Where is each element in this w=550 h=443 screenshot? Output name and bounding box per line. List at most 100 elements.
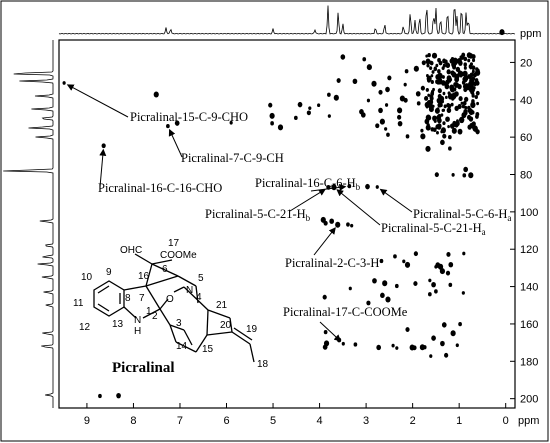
cluster-peak	[465, 83, 468, 88]
cross-peak	[323, 340, 330, 347]
cluster-peak	[463, 62, 467, 67]
annotation-arrow	[310, 183, 347, 192]
svg-text:21: 21	[216, 300, 228, 311]
cross-peak	[451, 173, 455, 177]
cross-peak	[360, 112, 366, 118]
cluster-peak	[425, 87, 429, 92]
cross-peak	[386, 132, 390, 137]
y-tick-label: 60	[520, 132, 532, 144]
cross-peak	[384, 127, 388, 131]
cluster-peak	[460, 101, 464, 105]
cluster-peak	[468, 81, 472, 86]
cross-peak	[229, 120, 233, 125]
cross-peak	[425, 145, 431, 152]
cluster-peak	[440, 113, 444, 117]
bond	[142, 308, 161, 319]
cross-peak	[116, 392, 121, 399]
bond	[169, 324, 177, 343]
svg-text:15: 15	[202, 344, 214, 355]
cluster-peak	[433, 66, 438, 72]
cross-peak	[366, 98, 371, 103]
x-tick-label: 0	[503, 415, 509, 427]
cluster-peak	[468, 116, 474, 122]
cluster-peak	[471, 65, 476, 71]
cross-peak	[372, 278, 377, 284]
x-tick-label: 9	[84, 415, 90, 427]
cluster-peak	[425, 58, 431, 65]
y-tick-label: 160	[520, 319, 538, 331]
cross-peak	[327, 114, 331, 118]
cluster-peak	[426, 123, 430, 127]
cluster-peak	[452, 64, 457, 70]
cross-peak	[378, 89, 383, 95]
svg-text:3: 3	[176, 318, 182, 329]
cross-peak	[350, 223, 354, 228]
cross-peak	[402, 259, 406, 264]
cluster-peak	[476, 101, 480, 106]
svg-text:13: 13	[112, 319, 124, 330]
cross-peak	[442, 133, 447, 139]
cluster-peak	[442, 91, 446, 96]
svg-text:COOMe: COOMe	[160, 250, 197, 261]
cross-peak	[458, 321, 462, 327]
cluster-peak	[437, 88, 442, 94]
y-tick-label: 200	[520, 394, 538, 406]
cluster-peak	[431, 70, 435, 74]
cluster-peak	[443, 59, 448, 64]
cluster-peak	[432, 87, 435, 92]
cluster-peak	[440, 130, 443, 134]
bond	[206, 331, 233, 336]
x-tick-label: 7	[177, 415, 183, 427]
bond	[207, 309, 231, 319]
cluster-peak	[436, 80, 441, 85]
cross-peak	[399, 95, 405, 102]
cluster-peak	[457, 83, 462, 90]
cross-peak	[446, 252, 451, 257]
cross-peak	[379, 118, 385, 125]
cross-peak	[341, 341, 345, 346]
cluster-peak	[426, 74, 429, 78]
cross-peak	[293, 115, 298, 121]
cluster-peak	[439, 78, 443, 82]
cross-peak	[384, 103, 389, 107]
cross-peak	[455, 343, 459, 348]
cross-peak	[269, 112, 275, 119]
annotation-arrow	[99, 148, 107, 188]
cluster-peak	[462, 100, 467, 106]
cluster-peak	[449, 84, 455, 91]
svg-text:1: 1	[146, 306, 152, 317]
cross-peak	[375, 185, 379, 189]
cross-peak	[413, 251, 418, 257]
cluster-peak	[461, 52, 466, 58]
cross-peak	[327, 92, 331, 97]
cross-peak	[461, 104, 465, 109]
cluster-peak	[470, 101, 476, 109]
bond	[145, 263, 153, 287]
cluster-peak	[446, 103, 451, 108]
cross-peak	[441, 322, 447, 328]
atom-labels: OHC 17 COOMe 16 6 5 10 9 8 7 11 12 13 N …	[73, 238, 269, 370]
cross-peak	[336, 78, 341, 83]
svg-text:20: 20	[220, 320, 232, 331]
bond	[145, 275, 179, 287]
cross-peak	[375, 123, 380, 129]
cross-peak	[421, 60, 426, 66]
cross-peak	[348, 286, 352, 291]
cross-peak	[434, 172, 439, 178]
cross-peak	[347, 183, 352, 189]
svg-text:11: 11	[73, 298, 84, 309]
bond	[151, 259, 173, 265]
y-tick-label: 140	[520, 282, 538, 294]
bond	[169, 324, 185, 331]
cross-peak	[413, 65, 419, 72]
svg-text:2: 2	[152, 311, 158, 322]
molecule-name: Picralinal	[112, 360, 175, 376]
cluster-peak	[458, 116, 465, 124]
cluster-peak	[469, 77, 474, 82]
cross-peak	[462, 173, 467, 178]
cross-peak	[426, 63, 430, 68]
cluster-peak	[459, 55, 463, 59]
cluster-peak	[471, 110, 475, 115]
annotation-arrow	[168, 128, 183, 158]
cross-peak	[468, 172, 474, 179]
